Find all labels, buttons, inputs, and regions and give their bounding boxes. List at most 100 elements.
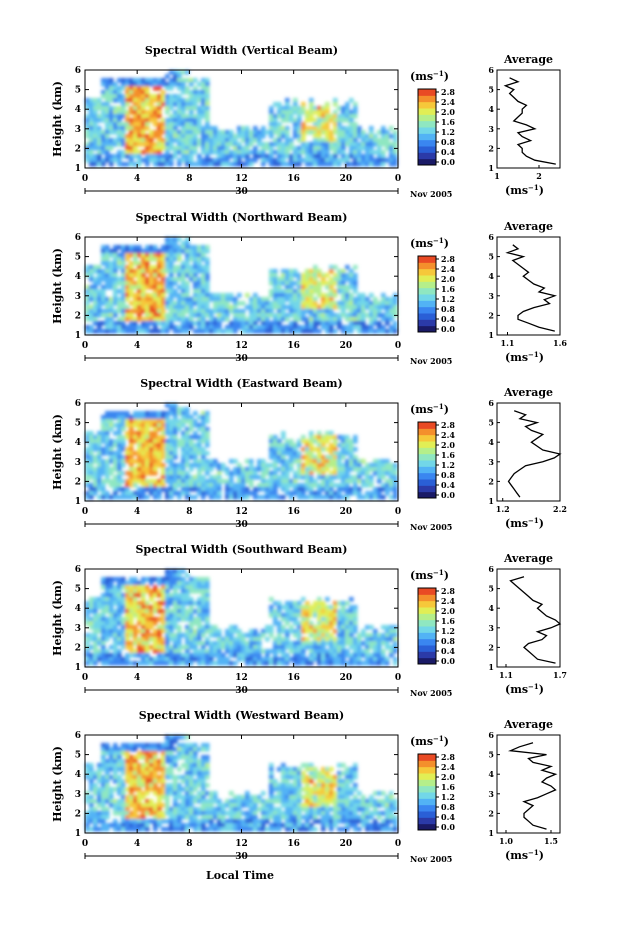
y-axis-label: Height (km) [51,580,64,656]
heatmap-cell [165,321,170,326]
heatmap-cell [213,317,218,322]
heatmap-cell [337,625,342,630]
heatmap-cell [169,293,174,298]
heatmap-cell [125,313,130,318]
heatmap-cell [173,70,178,75]
heatmap-cell [217,491,222,496]
heatmap-cell [229,138,234,143]
heatmap-cell [157,641,162,646]
heatmap-cell [369,138,374,143]
heatmap-cell [137,273,142,278]
heatmap-cell [277,649,282,654]
heatmap-cell [169,142,174,147]
heatmap-cell [333,301,338,306]
heatmap-cell [353,771,358,776]
heatmap-cell [321,653,326,658]
heatmap-cell [157,249,162,254]
heatmap-cell [269,154,274,159]
heatmap-cell [321,118,326,123]
heatmap-cell [153,479,158,484]
heatmap-cell [185,491,190,496]
heatmap-cell [169,637,174,642]
heatmap-cell [85,285,90,290]
colorbar-swatch [418,632,436,640]
heatmap-cell [117,261,122,266]
heatmap-cell [325,771,330,776]
heatmap-cell [201,581,206,586]
heatmap-cell [309,455,314,460]
heatmap-cell [309,142,314,147]
heatmap-cell [213,653,218,658]
heatmap-cell [369,653,374,658]
heatmap-cell [285,325,290,330]
heatmap-cell [189,313,194,318]
heatmap-cell [121,305,126,310]
avg-unit-exp: −1 [528,516,539,525]
heatmap-cell [193,94,198,99]
y-axis-label: Height (km) [51,746,64,822]
heatmap-cell [393,491,398,496]
heatmap-cell [201,142,206,147]
heatmap-cell [101,439,106,444]
heatmap-cell [129,78,134,83]
avg-y-tick-label: 4 [488,104,494,114]
heatmap-cell [349,629,354,634]
heatmap-cell [149,142,154,147]
heatmap-cell [245,475,250,480]
heatmap-cell [345,313,350,318]
heatmap-cell [157,86,162,91]
heatmap-cell [173,110,178,115]
heatmap-cell [173,237,178,242]
heatmap-cell [125,763,130,768]
heatmap-cell [269,110,274,115]
heatmap-cell [117,423,122,428]
heatmap-cell [173,637,178,642]
colorbar-tick-label: 2.0 [441,440,455,450]
heatmap-cell [205,625,210,630]
heatmap-cell [329,329,334,334]
heatmap-cell [229,142,234,147]
heatmap-cell [161,253,166,258]
heatmap-cell [365,657,370,662]
heatmap-cell [281,301,286,306]
heatmap-cell [281,269,286,274]
heatmap-cell [173,249,178,254]
heatmap-cell [241,134,246,139]
heatmap-cell [177,305,182,310]
heatmap-cell [137,285,142,290]
heatmap-cell [113,122,118,127]
heatmap-cell [257,130,262,135]
heatmap-cell [349,277,354,282]
heatmap-cell [237,487,242,492]
heatmap-cell [165,313,170,318]
heatmap-cell [177,301,182,306]
heatmap-cell [317,451,322,456]
heatmap-cell [101,150,106,155]
heatmap-cell [341,301,346,306]
heatmap-cell [169,601,174,606]
heatmap-cell [153,293,158,298]
heatmap-cell [297,325,302,330]
heatmap-cell [341,309,346,314]
heatmap-cell [353,475,358,480]
heatmap-cell [125,134,130,139]
heatmap-cell [273,277,278,282]
heatmap-cell [329,146,334,151]
heatmap-cell [217,661,222,666]
heatmap-cell [93,653,98,658]
heatmap-cell [85,439,90,444]
heatmap-cell [185,633,190,638]
heatmap-cell [293,281,298,286]
heatmap-cell [277,325,282,330]
heatmap-cell [97,641,102,646]
heatmap-cell [329,289,334,294]
heatmap-cell [93,285,98,290]
heatmap-cell [157,297,162,302]
heatmap-cell [393,467,398,472]
heatmap-cell [177,581,182,586]
heatmap-cell [177,74,182,79]
heatmap-cell [361,641,366,646]
heatmap-cell [157,265,162,270]
heatmap-cell [197,763,202,768]
heatmap-cell [161,597,166,602]
